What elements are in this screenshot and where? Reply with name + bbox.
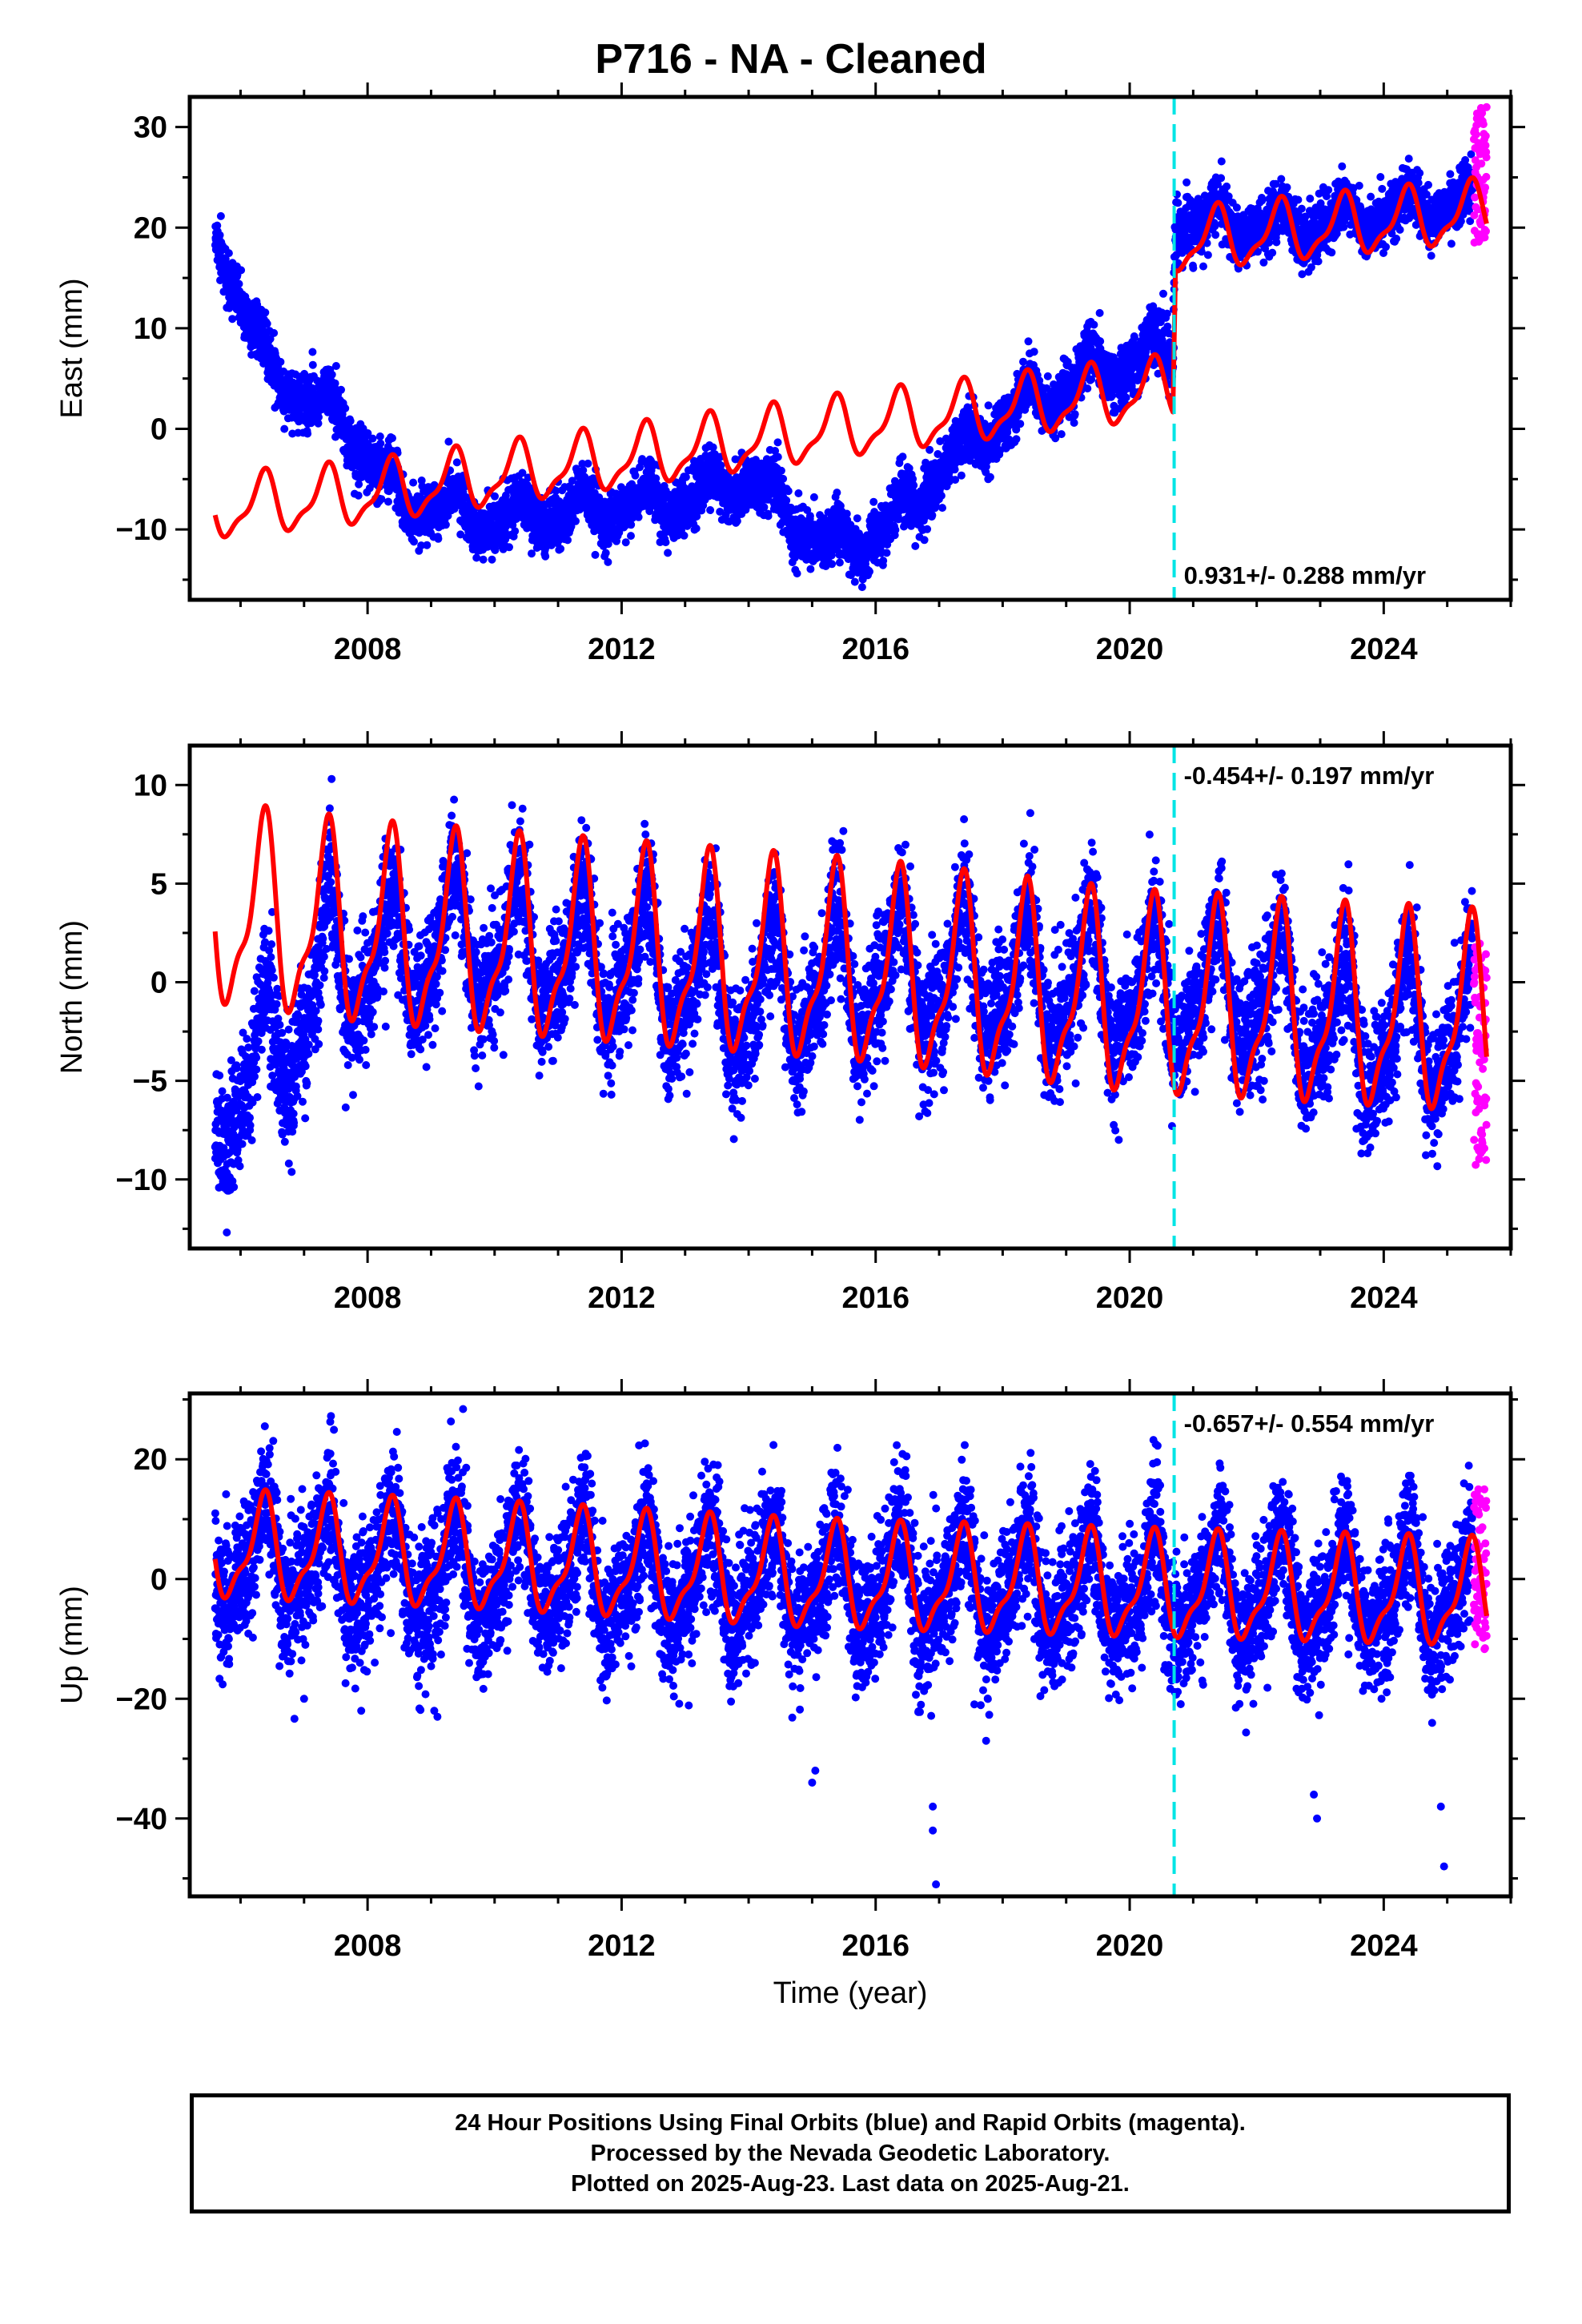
x-tick-label: 2008 [334, 633, 402, 666]
x-tick-label: 2024 [1350, 633, 1418, 666]
y-tick-label: −5 [133, 1065, 167, 1099]
outlier-point [1313, 1814, 1322, 1823]
outlier-point [929, 1802, 938, 1811]
final-orbit-points [211, 150, 1477, 592]
caption-box: 24 Hour Positions Using Final Orbits (bl… [190, 2093, 1511, 2213]
model-curve [212, 175, 1489, 540]
y-tick-label: −10 [116, 513, 167, 547]
outlier-point [929, 1826, 938, 1835]
y-tick-label: −10 [116, 1164, 167, 1197]
y-tick-label: 5 [151, 867, 167, 901]
outlier-point [433, 1712, 442, 1721]
y-axis-title: East (mm) [55, 278, 89, 418]
y-axis-title: Up (mm) [55, 1586, 89, 1704]
y-tick-label: 20 [134, 1443, 167, 1477]
x-tick-label: 2012 [588, 1281, 656, 1315]
outlier-point [1439, 1862, 1448, 1871]
x-tick-label: 2016 [841, 1281, 909, 1315]
x-tick-label: 2020 [1096, 633, 1164, 666]
x-tick-label: 2016 [841, 633, 909, 666]
y-tick-label: 20 [134, 211, 167, 245]
x-tick-label: 2020 [1096, 1929, 1164, 1963]
x-tick-label: 2012 [588, 633, 656, 666]
y-tick-label: 10 [134, 769, 167, 802]
plot-area [211, 103, 1491, 592]
y-tick-label: 0 [151, 412, 167, 446]
final-orbit-points [211, 1405, 1477, 1745]
plot-area [211, 1405, 1491, 1889]
y-tick-label: 10 [134, 312, 167, 346]
outlier-point [430, 1707, 439, 1715]
rate-label: -0.454+/- 0.197 mm/yr [1184, 762, 1435, 790]
caption-line-3: Plotted on 2025-Aug-23. Last data on 202… [571, 2171, 1130, 2197]
panel-0: 2008 2012 2016 2020 2024 −10 0 10 20 30 East (mm) 0… [55, 82, 1525, 666]
x-tick-label: 2016 [841, 1929, 909, 1963]
panel-1: 2008 2012 2016 2020 2024 −10 −5 0 5 10 North (mm) -… [55, 731, 1525, 1315]
outlier-point [357, 1707, 366, 1715]
rate-label: -0.657+/- 0.554 mm/yr [1184, 1409, 1435, 1437]
y-tick-label: 30 [134, 111, 167, 145]
caption-line-1: 24 Hour Positions Using Final Orbits (bl… [455, 2110, 1246, 2136]
y-tick-label: −40 [116, 1803, 167, 1836]
x-tick-label: 2008 [334, 1281, 402, 1315]
x-tick-label: 2008 [334, 1929, 402, 1963]
x-tick-label: 2024 [1350, 1281, 1418, 1315]
caption-line-2: Processed by the Nevada Geodetic Laborat… [590, 2141, 1110, 2166]
plot-area [211, 774, 1491, 1236]
final-orbit-points [211, 774, 1477, 1236]
outlier-point [811, 1767, 820, 1775]
panel-frame [187, 94, 1513, 602]
y-tick-label: −20 [116, 1683, 167, 1716]
panel-frame [187, 743, 1513, 1251]
y-tick-label: 0 [151, 967, 167, 1000]
chart-title: P716 - NA - Cleaned [595, 36, 987, 82]
model-curve [212, 1487, 1489, 1647]
x-tick-label: 2020 [1096, 1281, 1164, 1315]
x-axis-title: Time (year) [773, 1976, 928, 2010]
outlier-point [299, 1695, 308, 1703]
outlier-point [932, 1880, 941, 1889]
panel-frame [187, 1391, 1513, 1899]
outlier-point [1310, 1790, 1319, 1799]
x-tick-label: 2012 [588, 1929, 656, 1963]
x-tick-label: 2024 [1350, 1929, 1418, 1963]
rate-label: 0.931+/- 0.288 mm/yr [1184, 561, 1426, 589]
outlier-point [808, 1778, 817, 1787]
model-curve [212, 803, 1489, 1112]
y-tick-label: 0 [151, 1563, 167, 1597]
panel-2: 2008 2012 2016 2020 2024 −40 −20 0 20 Up (mm) Time… [55, 1379, 1525, 2010]
y-axis-title: North (mm) [55, 920, 89, 1074]
outlier-point [1436, 1802, 1445, 1811]
